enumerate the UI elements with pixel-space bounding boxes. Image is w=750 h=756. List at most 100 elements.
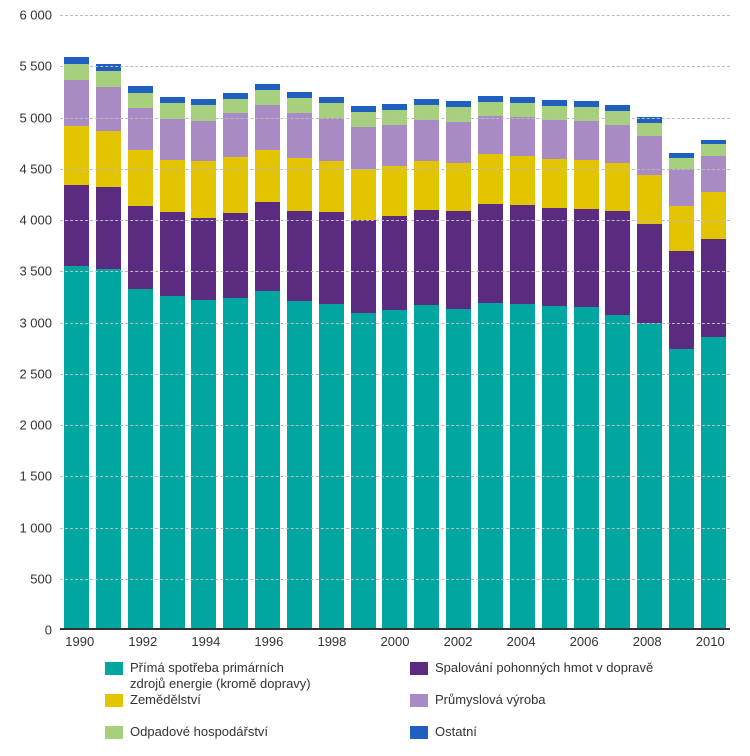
bar-seg-waste [574,107,599,120]
bar-seg-industry [510,117,535,156]
bar-seg-transport_fuel [64,185,89,266]
bar-1993 [160,97,185,628]
y-tick-label: 6 000 [19,8,52,23]
grid-line [60,169,730,170]
bar-seg-transport_fuel [446,211,471,309]
bar-seg-waste [669,158,694,169]
legend-swatch [410,662,428,675]
bar-seg-energy [64,266,89,628]
bar-seg-industry [701,156,726,193]
bar-seg-agriculture [255,150,280,201]
y-tick-label: 0 [45,623,52,638]
bar-seg-transport_fuel [478,204,503,303]
bar-seg-waste [701,144,726,155]
bar-seg-other [128,86,153,93]
bar-seg-agriculture [637,175,662,224]
legend-label: Spalování pohonných hmot v dopravě [435,660,653,676]
bar-seg-waste [510,103,535,116]
legend-label: Zemědělství [130,692,201,708]
emissions-chart: 05001 0001 5002 0002 5003 0003 5004 0004… [0,0,750,754]
x-tick-label: 2000 [381,634,410,649]
bar-2004 [510,97,535,628]
bar-seg-agriculture [574,160,599,209]
bar-seg-transport_fuel [160,212,185,296]
grid-line [60,66,730,67]
bar-seg-waste [637,123,662,136]
y-tick-label: 5 500 [19,59,52,74]
legend-item-transport_fuel: Spalování pohonných hmot v dopravě [410,660,715,690]
bar-1994 [191,99,216,628]
bar-1990 [64,57,89,628]
y-tick-label: 2 500 [19,366,52,381]
bar-2006 [574,101,599,628]
bar-seg-energy [382,310,407,628]
x-tick-label: 2006 [570,634,599,649]
bar-seg-industry [96,87,121,131]
bar-seg-agriculture [478,154,503,203]
y-tick-label: 4 000 [19,213,52,228]
bar-seg-waste [351,112,376,126]
legend: Přímá spotřeba primárníchzdrojů energie … [105,660,715,756]
grid-line [60,15,730,16]
bar-1995 [223,93,248,628]
legend-item-agriculture: Zemědělství [105,692,410,722]
bar-seg-transport_fuel [128,206,153,289]
x-tick-label: 2004 [507,634,536,649]
bar-2003 [478,96,503,628]
bar-1999 [351,106,376,628]
y-tick-label: 3 000 [19,315,52,330]
legend-swatch [410,726,428,739]
bar-2000 [382,104,407,628]
bar-seg-transport_fuel [669,251,694,349]
bar-seg-industry [446,122,471,163]
bar-seg-other [64,57,89,64]
bar-seg-energy [574,307,599,628]
bar-1998 [319,97,344,628]
bar-seg-industry [223,113,248,156]
legend-item-industry: Průmyslová výroba [410,692,715,722]
bar-seg-industry [128,108,153,150]
bar-seg-industry [605,125,630,163]
bar-2002 [446,101,471,628]
bar-2001 [414,99,439,628]
grid-line [60,323,730,324]
bar-seg-agriculture [605,163,630,211]
bar-seg-industry [542,120,567,159]
y-tick-label: 500 [30,571,52,586]
bar-seg-industry [287,113,312,157]
bars-group [60,15,730,628]
y-tick-label: 1 500 [19,469,52,484]
bar-1996 [255,84,280,628]
grid-line [60,118,730,119]
legend-col-right: Spalování pohonných hmot v dopravě Průmys… [410,660,715,756]
grid-line [60,220,730,221]
bar-seg-agriculture [351,169,376,220]
bar-seg-waste [160,103,185,118]
y-tick-label: 3 500 [19,264,52,279]
x-axis-labels: 1990199219941996199820002002200420062008… [60,634,730,654]
bar-seg-industry [160,119,185,160]
bar-seg-agriculture [701,192,726,238]
grid-line [60,476,730,477]
bar-seg-agriculture [382,166,407,216]
bar-seg-agriculture [510,156,535,205]
bar-seg-agriculture [669,206,694,251]
bar-seg-agriculture [287,158,312,211]
legend-swatch [105,726,123,739]
bar-seg-transport_fuel [605,211,630,316]
bar-seg-energy [255,291,280,628]
bar-seg-industry [351,127,376,169]
bar-seg-industry [319,118,344,161]
bar-seg-transport_fuel [255,202,280,291]
bar-seg-transport_fuel [574,209,599,307]
bar-seg-agriculture [128,150,153,205]
bar-seg-waste [446,107,471,121]
bar-seg-energy [128,289,153,628]
grid-line [60,425,730,426]
bar-seg-transport_fuel [191,218,216,300]
bar-seg-agriculture [446,163,471,211]
bar-seg-agriculture [160,160,185,212]
grid-line [60,374,730,375]
bar-seg-energy [669,349,694,628]
x-tick-label: 1990 [65,634,94,649]
